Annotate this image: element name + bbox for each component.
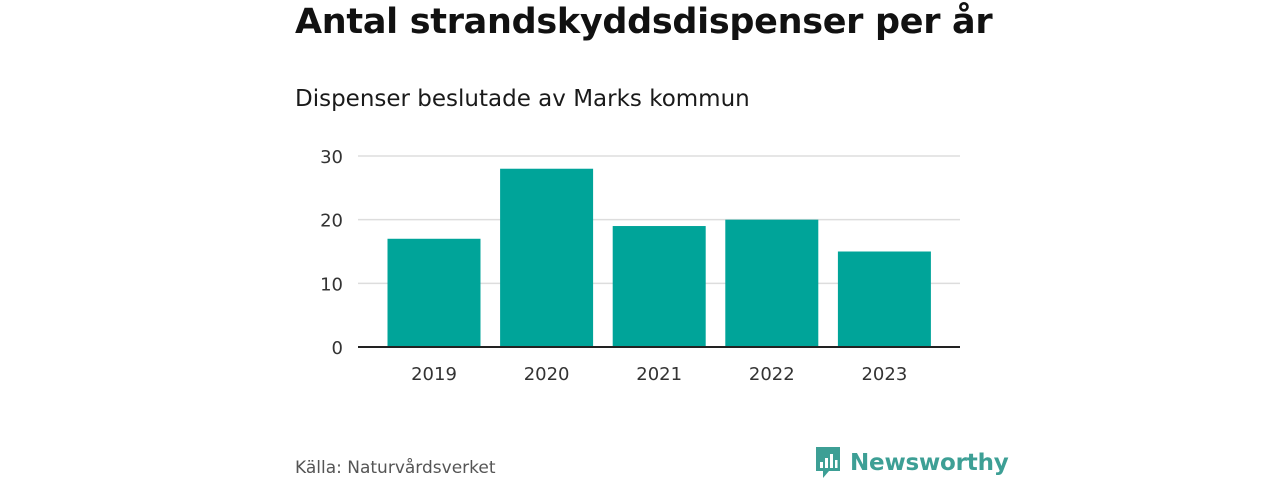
x-tick-label: 2021 [636, 364, 682, 385]
y-tick-label: 10 [320, 274, 343, 295]
bar-2023[interactable] [837, 251, 931, 348]
y-axis-ticks: 0 10 20 30 [320, 147, 343, 359]
y-tick-label: 0 [332, 338, 343, 359]
chart-subtitle: Dispenser beslutade av Marks kommun [295, 86, 750, 112]
bars [387, 168, 931, 348]
x-tick-label: 2023 [861, 364, 907, 385]
source-note: Källa: Naturvårdsverket [295, 458, 496, 478]
x-tick-label: 2019 [411, 364, 457, 385]
bar-2022[interactable] [725, 219, 819, 347]
brand-name: Newsworthy [850, 450, 1009, 476]
x-tick-label: 2020 [524, 364, 570, 385]
x-axis-ticks: 2019 2020 2021 2022 2023 [411, 364, 907, 385]
newsworthy-logo: Newsworthy [814, 445, 1009, 481]
y-tick-label: 30 [320, 147, 343, 168]
chart-title: Antal strandskyddsdispenser per år [295, 2, 993, 42]
bar-2020[interactable] [500, 168, 594, 347]
bar-chart-speech-bubble-icon [816, 447, 840, 478]
bar-2019[interactable] [387, 238, 481, 347]
bar-2021[interactable] [612, 226, 706, 347]
x-tick-label: 2022 [749, 364, 795, 385]
y-tick-label: 20 [320, 211, 343, 232]
